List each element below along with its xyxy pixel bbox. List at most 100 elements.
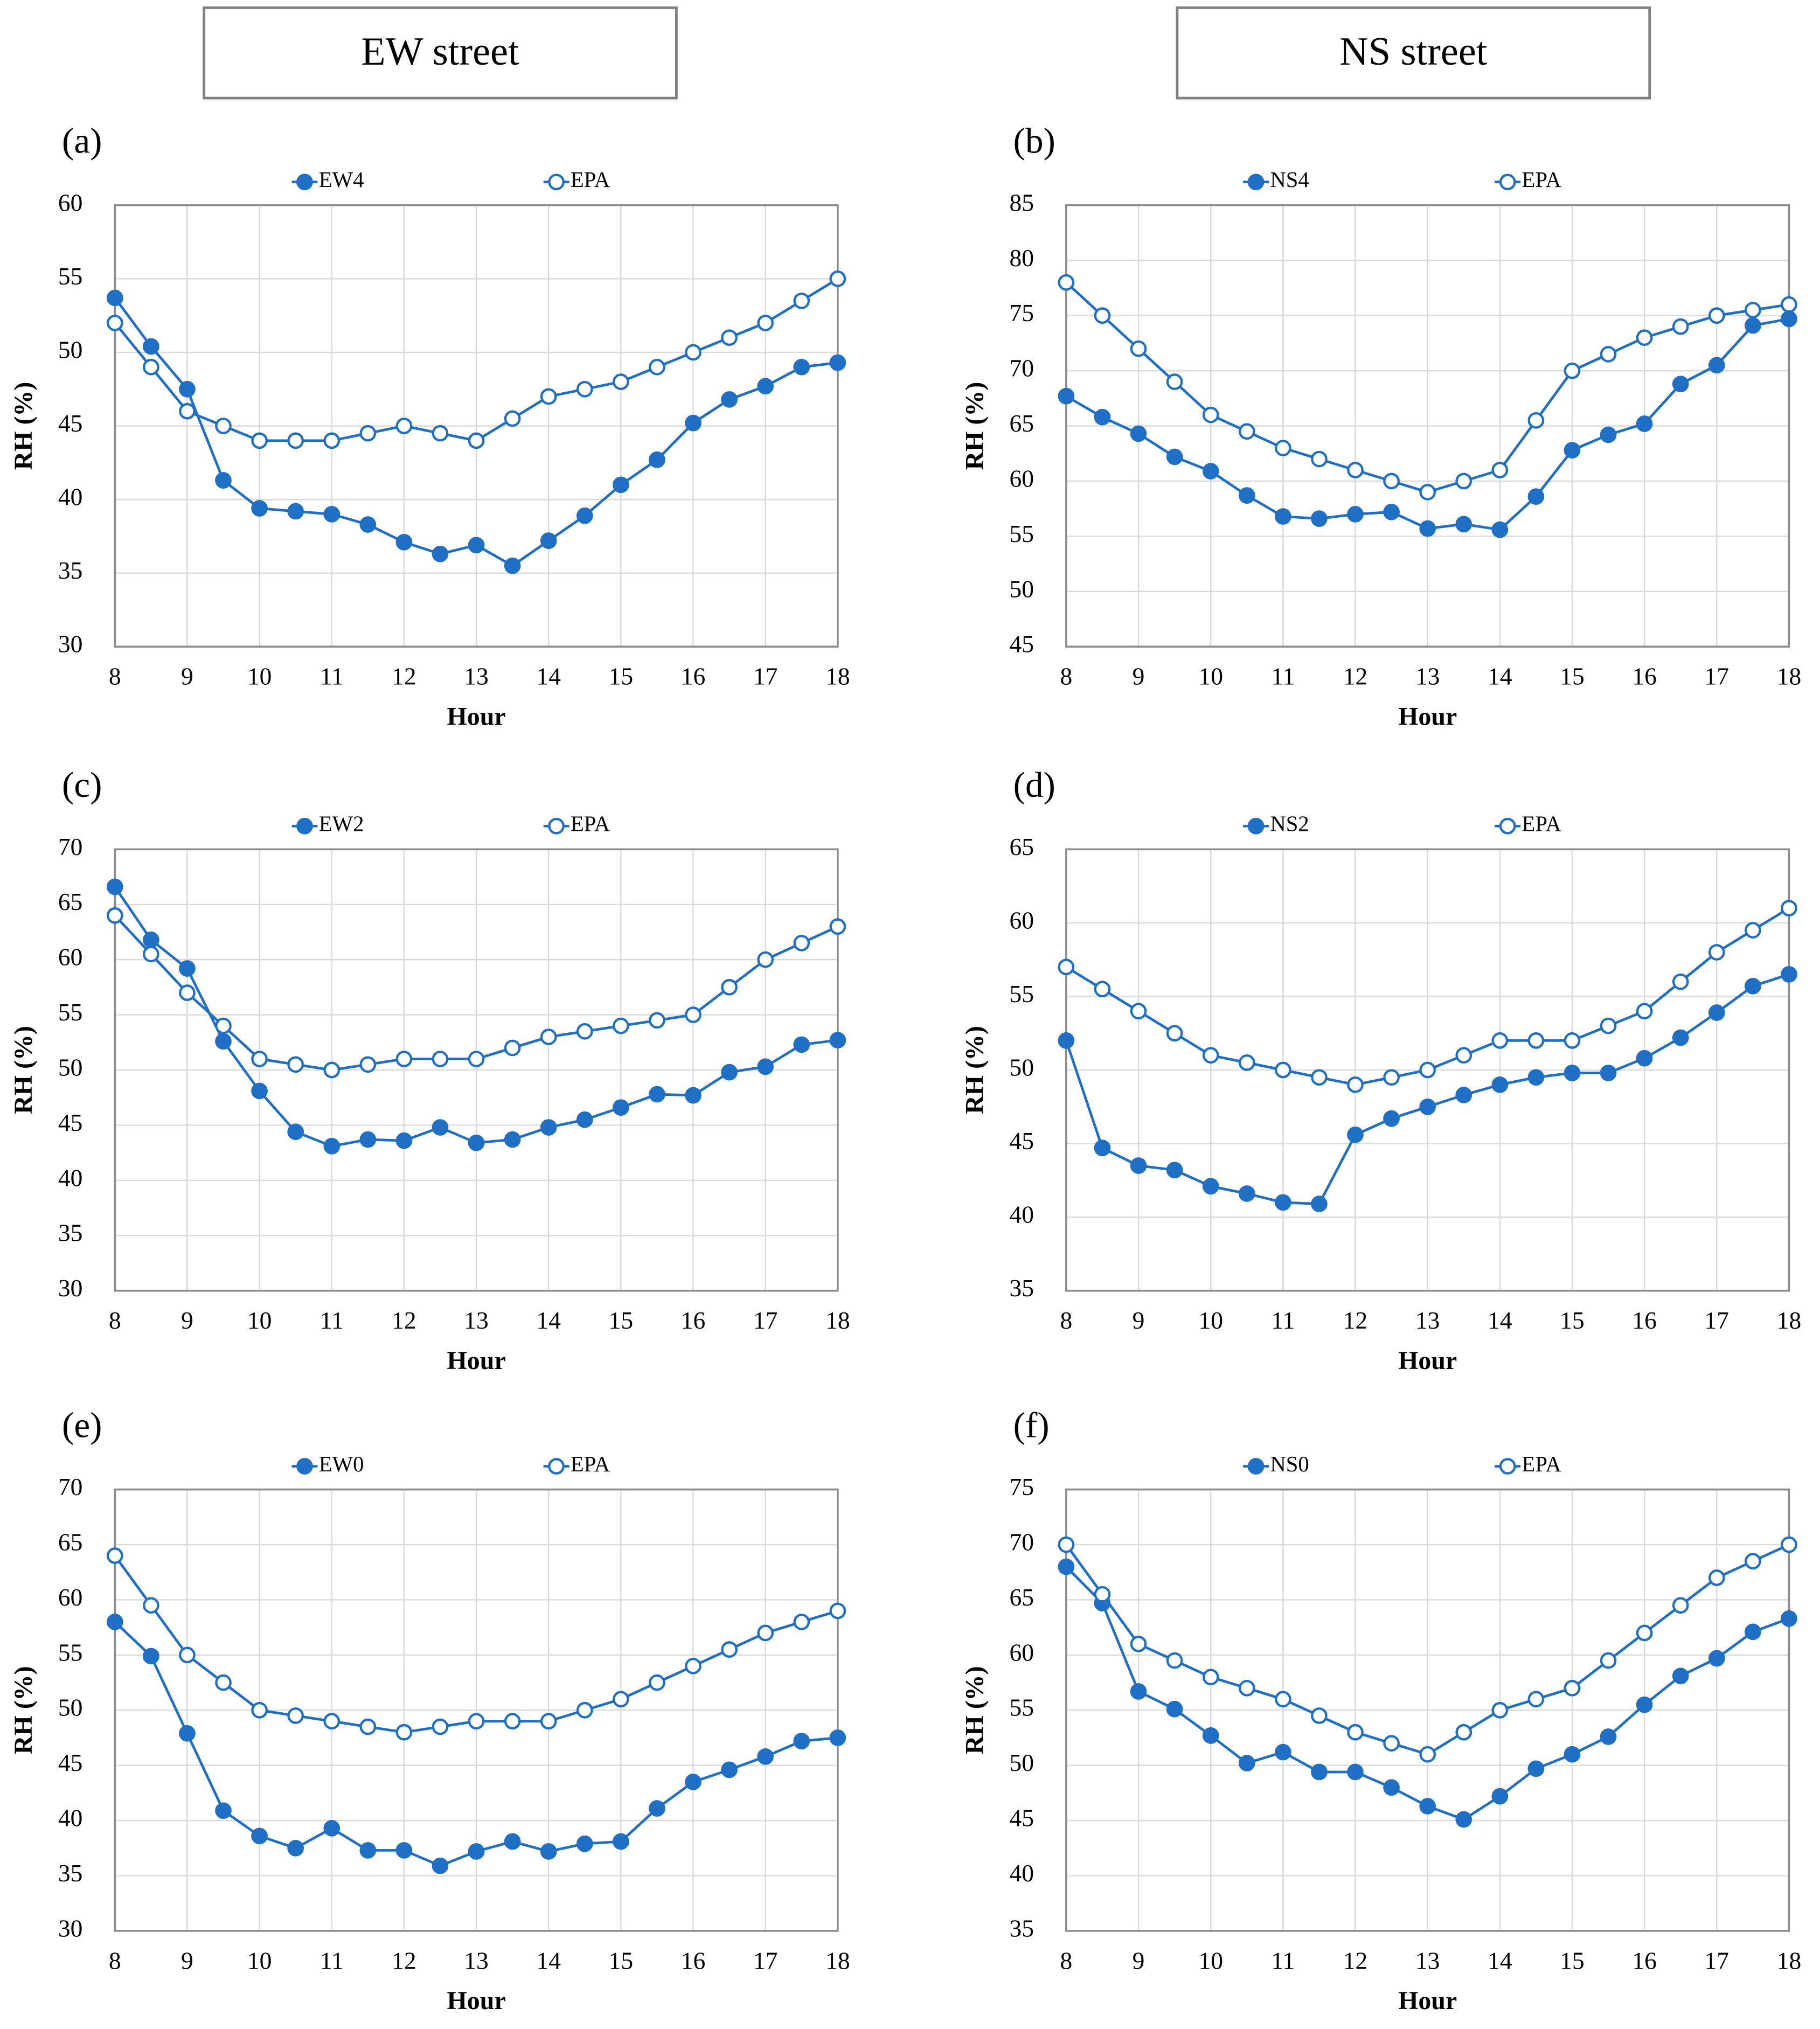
marker: [1094, 408, 1111, 426]
x-axis-title: Hour: [1398, 702, 1457, 731]
legend-label: EW2: [319, 812, 364, 836]
x-tick-label: 8: [109, 1947, 121, 1974]
marker: [1202, 1047, 1219, 1064]
marker: [721, 329, 738, 346]
marker: [1202, 1178, 1219, 1195]
marker: [540, 1843, 557, 1860]
marker: [1247, 173, 1265, 191]
marker: [829, 1602, 846, 1620]
x-tick-label: 10: [1198, 1307, 1223, 1334]
marker: [395, 1724, 413, 1741]
marker: [1636, 1003, 1653, 1020]
marker: [1708, 1004, 1725, 1021]
marker: [1238, 487, 1255, 504]
marker: [143, 338, 159, 355]
y-tick-label: 40: [58, 1164, 83, 1191]
marker: [179, 402, 196, 420]
y-tick-label: 60: [58, 943, 83, 971]
marker: [1275, 440, 1291, 456]
y-tick-label: 45: [1009, 1127, 1034, 1155]
marker: [757, 1748, 774, 1765]
marker: [1455, 1724, 1472, 1741]
x-axis-title: Hour: [447, 1346, 505, 1375]
marker: [287, 1123, 304, 1141]
marker: [215, 1033, 232, 1050]
x-axis-title: Hour: [1398, 1346, 1457, 1375]
marker: [1708, 1650, 1725, 1667]
x-tick-label: 13: [464, 663, 488, 690]
marker: [296, 1458, 313, 1475]
panel-label: (e): [62, 1405, 102, 1445]
header-box: [203, 6, 678, 100]
marker: [793, 293, 810, 309]
x-tick-label: 18: [825, 1947, 850, 1974]
marker: [1311, 450, 1328, 468]
x-axis-title: Hour: [447, 1986, 505, 2015]
marker: [251, 432, 268, 449]
plot-border: [114, 1488, 839, 1932]
x-tick-label: 12: [392, 1307, 416, 1334]
legend-label: EPA: [571, 168, 610, 192]
chart-panel: 30 35 40 45 50 55 60 65 70 8 9 10 11 12 13 14 15 16 17 18 (c…: [9, 765, 850, 1375]
marker: [1636, 1696, 1653, 1713]
marker: [1058, 1558, 1075, 1575]
y-tick-label: 45: [58, 1749, 83, 1776]
marker: [106, 907, 123, 924]
marker: [1781, 966, 1797, 983]
x-tick-label: 12: [1343, 1947, 1368, 1974]
y-tick-label: 65: [1009, 409, 1034, 437]
marker: [179, 960, 196, 977]
marker: [685, 1774, 701, 1790]
y-tick-label: 80: [1009, 244, 1034, 272]
x-tick-label: 18: [1777, 1307, 1802, 1334]
marker: [106, 1547, 123, 1564]
plot-border: [1065, 848, 1790, 1292]
marker: [1130, 425, 1147, 442]
marker: [468, 1843, 485, 1860]
marker: [1419, 484, 1436, 501]
marker: [1419, 520, 1436, 537]
marker: [1166, 1162, 1183, 1179]
column-header: EW street: [361, 30, 519, 74]
marker: [1745, 922, 1761, 939]
y-tick-label: 55: [1009, 980, 1034, 1007]
marker: [1419, 1098, 1436, 1115]
x-tick-label: 8: [1060, 1307, 1073, 1334]
legend-label: EPA: [1522, 1452, 1562, 1476]
marker: [649, 451, 665, 468]
marker: [432, 1119, 449, 1136]
marker: [143, 1597, 159, 1614]
marker: [1311, 510, 1328, 527]
marker: [468, 537, 485, 554]
marker: [1672, 973, 1689, 990]
marker: [613, 1691, 629, 1708]
marker: [106, 878, 123, 895]
marker: [613, 1833, 629, 1850]
marker: [576, 507, 593, 524]
x-tick-label: 14: [536, 663, 561, 690]
x-axis-title: Hour: [1398, 1986, 1457, 2015]
y-tick-label: 40: [58, 1804, 83, 1832]
marker: [1238, 1679, 1255, 1697]
marker: [540, 388, 557, 405]
marker: [432, 1051, 449, 1067]
y-tick-label: 40: [58, 483, 83, 511]
marker: [1347, 462, 1364, 478]
marker: [432, 425, 449, 442]
x-tick-label: 18: [825, 1307, 850, 1334]
x-tick-label: 18: [1777, 663, 1802, 690]
marker: [1491, 1788, 1509, 1805]
plot-border: [1065, 204, 1790, 648]
marker: [1238, 423, 1255, 440]
x-tick-label: 14: [1488, 1947, 1512, 1974]
y-tick-label: 35: [58, 557, 83, 584]
marker: [721, 979, 738, 996]
marker: [287, 503, 304, 520]
marker: [1202, 1669, 1219, 1686]
y-tick-label: 50: [1009, 1749, 1034, 1776]
y-tick-label: 45: [58, 1109, 83, 1136]
marker: [359, 516, 377, 533]
marker: [432, 545, 449, 562]
y-tick-label: 70: [1009, 1528, 1034, 1555]
marker: [323, 1138, 341, 1155]
